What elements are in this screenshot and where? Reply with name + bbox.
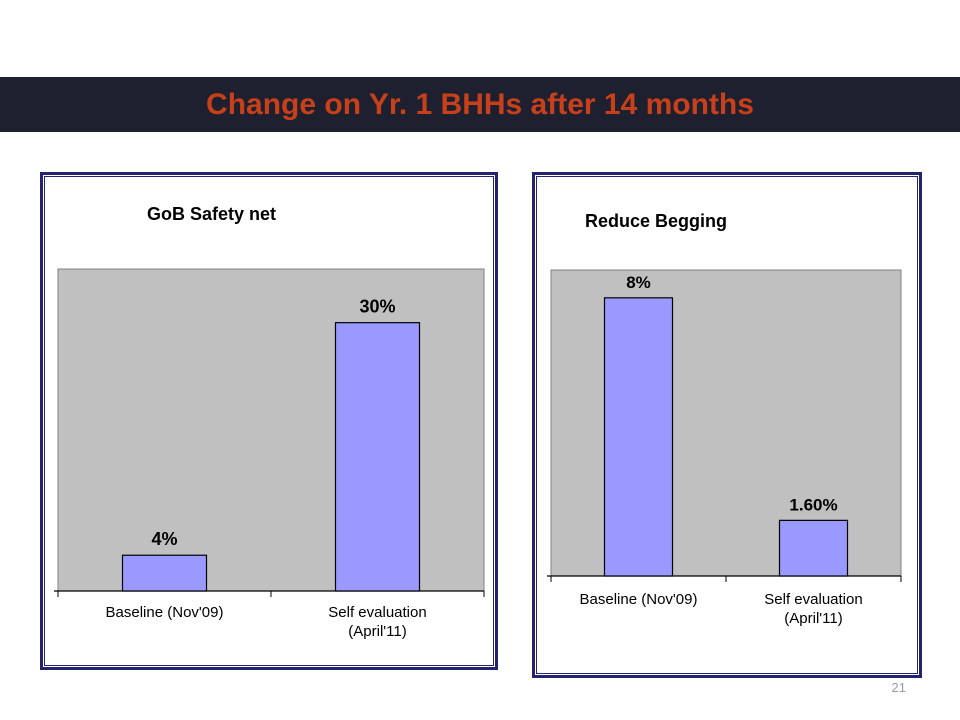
category-label-2: (April'11) [348, 623, 406, 640]
slide-title: Change on Yr. 1 BHHs after 14 months [206, 88, 754, 121]
category-label-1: Baseline (Nov'09) [106, 604, 224, 621]
chart-title: GoB Safety net [147, 204, 276, 224]
bar-2 [334, 322, 421, 592]
data-label-2: 30% [359, 297, 395, 317]
title-bar: Change on Yr. 1 BHHs after 14 months [0, 77, 960, 132]
category-label-2: Self evaluation [764, 591, 862, 608]
category-label-2: (April'11) [784, 610, 842, 627]
chart-panel-reduce-begging: Reduce Begging 8% Baseline (Nov'09) 1.60% Se… [532, 172, 922, 678]
page-number: 21 [891, 680, 906, 695]
category-label-2: Self evaluation [328, 604, 426, 621]
data-label-2: 1.60% [789, 495, 837, 514]
bar-1 [121, 554, 208, 592]
chart-reduce-begging: Reduce Begging 8% Baseline (Nov'09) 1.60% Se… [547, 211, 902, 627]
category-label-1: Baseline (Nov'09) [580, 591, 698, 608]
bar-2 [778, 519, 849, 577]
chart-gob-safety-net: GoB Safety net 4% Baseline (Nov'09) 30% Self… [54, 204, 485, 640]
chart-title: Reduce Begging [585, 211, 727, 231]
plot-area [57, 268, 485, 592]
chart-panel-gob-safety-net: GoB Safety net 4% Baseline (Nov'09) 30% Self… [40, 172, 498, 670]
bar-1 [603, 297, 674, 577]
data-label-1: 4% [151, 529, 177, 549]
plot-area [550, 269, 902, 577]
data-label-1: 8% [626, 273, 651, 292]
